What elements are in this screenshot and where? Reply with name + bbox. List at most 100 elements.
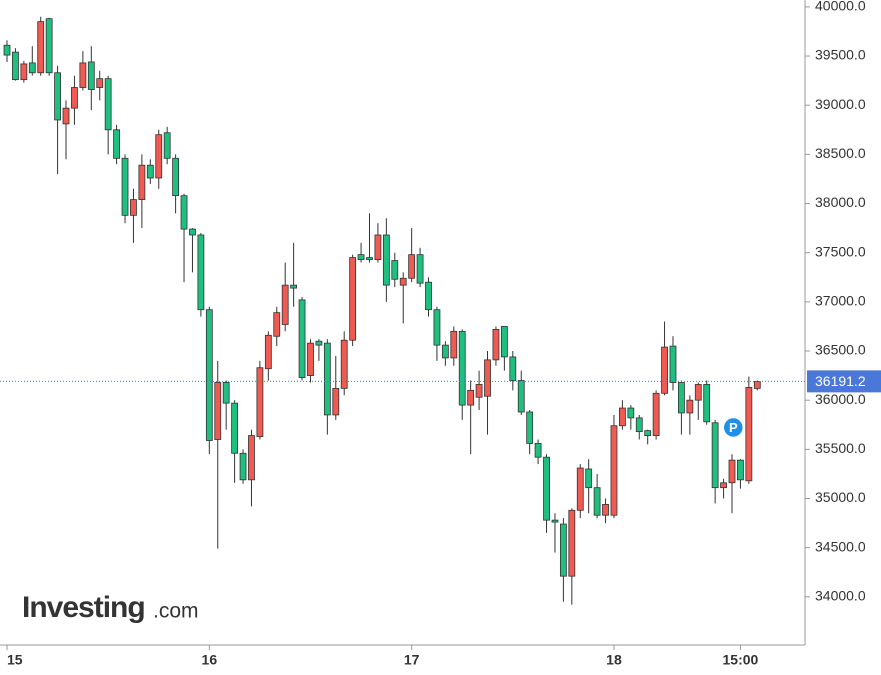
badge (722, 416, 745, 439)
candle-body (509, 356, 517, 381)
candle-body (323, 342, 331, 416)
last-price-label: 36191.2 (815, 373, 866, 389)
y-tick-label: 34000.0 (815, 588, 866, 604)
candle-body (559, 523, 567, 577)
candle-body (753, 381, 761, 389)
candle-body (467, 389, 475, 406)
candle-body (315, 340, 323, 346)
candle-body (433, 309, 441, 346)
candle-body (678, 382, 685, 414)
candle-body (551, 519, 559, 523)
candle-body (450, 330, 458, 359)
candle-body (492, 328, 500, 361)
y-tick-label: 39000.0 (815, 96, 866, 112)
candle-body (593, 487, 601, 516)
candle-body (54, 72, 61, 121)
candle-body (222, 382, 230, 404)
candle-body (737, 459, 744, 481)
candle-body (374, 234, 382, 260)
candle-body (71, 87, 78, 109)
candle-body (619, 407, 626, 427)
candle-body (104, 78, 112, 131)
candle-body (399, 277, 407, 286)
candle-body (113, 129, 120, 159)
candle-body (340, 339, 348, 389)
candle-body (391, 260, 399, 280)
candle-body (500, 326, 508, 358)
y-tick-label: 34500.0 (815, 538, 866, 554)
x-tick-label: 15:00 (723, 652, 759, 668)
candle-body (37, 21, 45, 74)
candle-body (720, 482, 727, 489)
badge-label: P (729, 420, 738, 435)
x-tick-label: 15 (7, 652, 23, 668)
candle-body (543, 456, 550, 521)
candle-body (408, 254, 416, 279)
candle-body (711, 422, 719, 489)
candle-body (155, 134, 163, 179)
candle-body (728, 459, 736, 484)
candle-body (239, 452, 247, 481)
candle-body (644, 430, 652, 436)
y-tick-label: 38000.0 (815, 194, 866, 210)
candle-body (441, 344, 449, 359)
candle-body (517, 380, 525, 413)
candle-body (627, 407, 635, 419)
candle-body (568, 509, 576, 577)
candle-body (366, 257, 373, 260)
candle-body (172, 157, 180, 197)
candle-body (214, 382, 222, 440)
candle-body (686, 399, 694, 414)
candle-body (332, 387, 340, 416)
candle-body (703, 384, 711, 423)
x-tick-label: 18 (606, 652, 622, 668)
logo: Investing (22, 591, 145, 624)
y-tick-label: 36000.0 (815, 391, 866, 407)
candle-body (87, 61, 95, 90)
candle-body (281, 284, 289, 325)
candle-body (669, 345, 677, 383)
x-tick-label: 16 (202, 652, 218, 668)
candle-body (290, 284, 298, 289)
candle-body (349, 257, 357, 341)
candle-body (79, 62, 87, 88)
candle-body (205, 309, 213, 441)
candle-body (20, 63, 28, 81)
y-tick-label: 35000.0 (815, 489, 866, 505)
candle-body (273, 312, 281, 337)
candle-body (635, 417, 643, 433)
candle-body (307, 342, 314, 376)
candle-body (458, 330, 466, 406)
candle-body (526, 411, 534, 444)
candle-body (576, 467, 584, 511)
candle-body (661, 346, 668, 394)
candle-body (146, 164, 154, 179)
y-tick-label: 35500.0 (815, 440, 866, 456)
candle-body (475, 384, 483, 398)
candle-body (45, 18, 53, 74)
candle-body (298, 299, 306, 378)
candle-body (62, 107, 70, 125)
x-tick-label: 17 (404, 652, 420, 668)
candle-body (382, 234, 390, 286)
y-tick-label: 40000.0 (815, 0, 866, 14)
candle-body (121, 157, 129, 216)
candle-body (652, 392, 660, 436)
candle-body (130, 199, 137, 216)
candle-body (694, 384, 702, 401)
last-price-box (807, 370, 881, 393)
candle-body (264, 334, 272, 370)
candle-body (180, 195, 188, 230)
candle-body (3, 44, 11, 56)
candle-body (248, 435, 255, 481)
candle-body (163, 132, 171, 159)
candle-body (745, 386, 753, 482)
candle-body (197, 234, 205, 311)
logo-suffix: .com (153, 600, 199, 623)
candle-body (484, 359, 491, 397)
candle-body (416, 254, 424, 284)
candle-body (12, 51, 19, 81)
y-tick-label: 37000.0 (815, 293, 866, 309)
